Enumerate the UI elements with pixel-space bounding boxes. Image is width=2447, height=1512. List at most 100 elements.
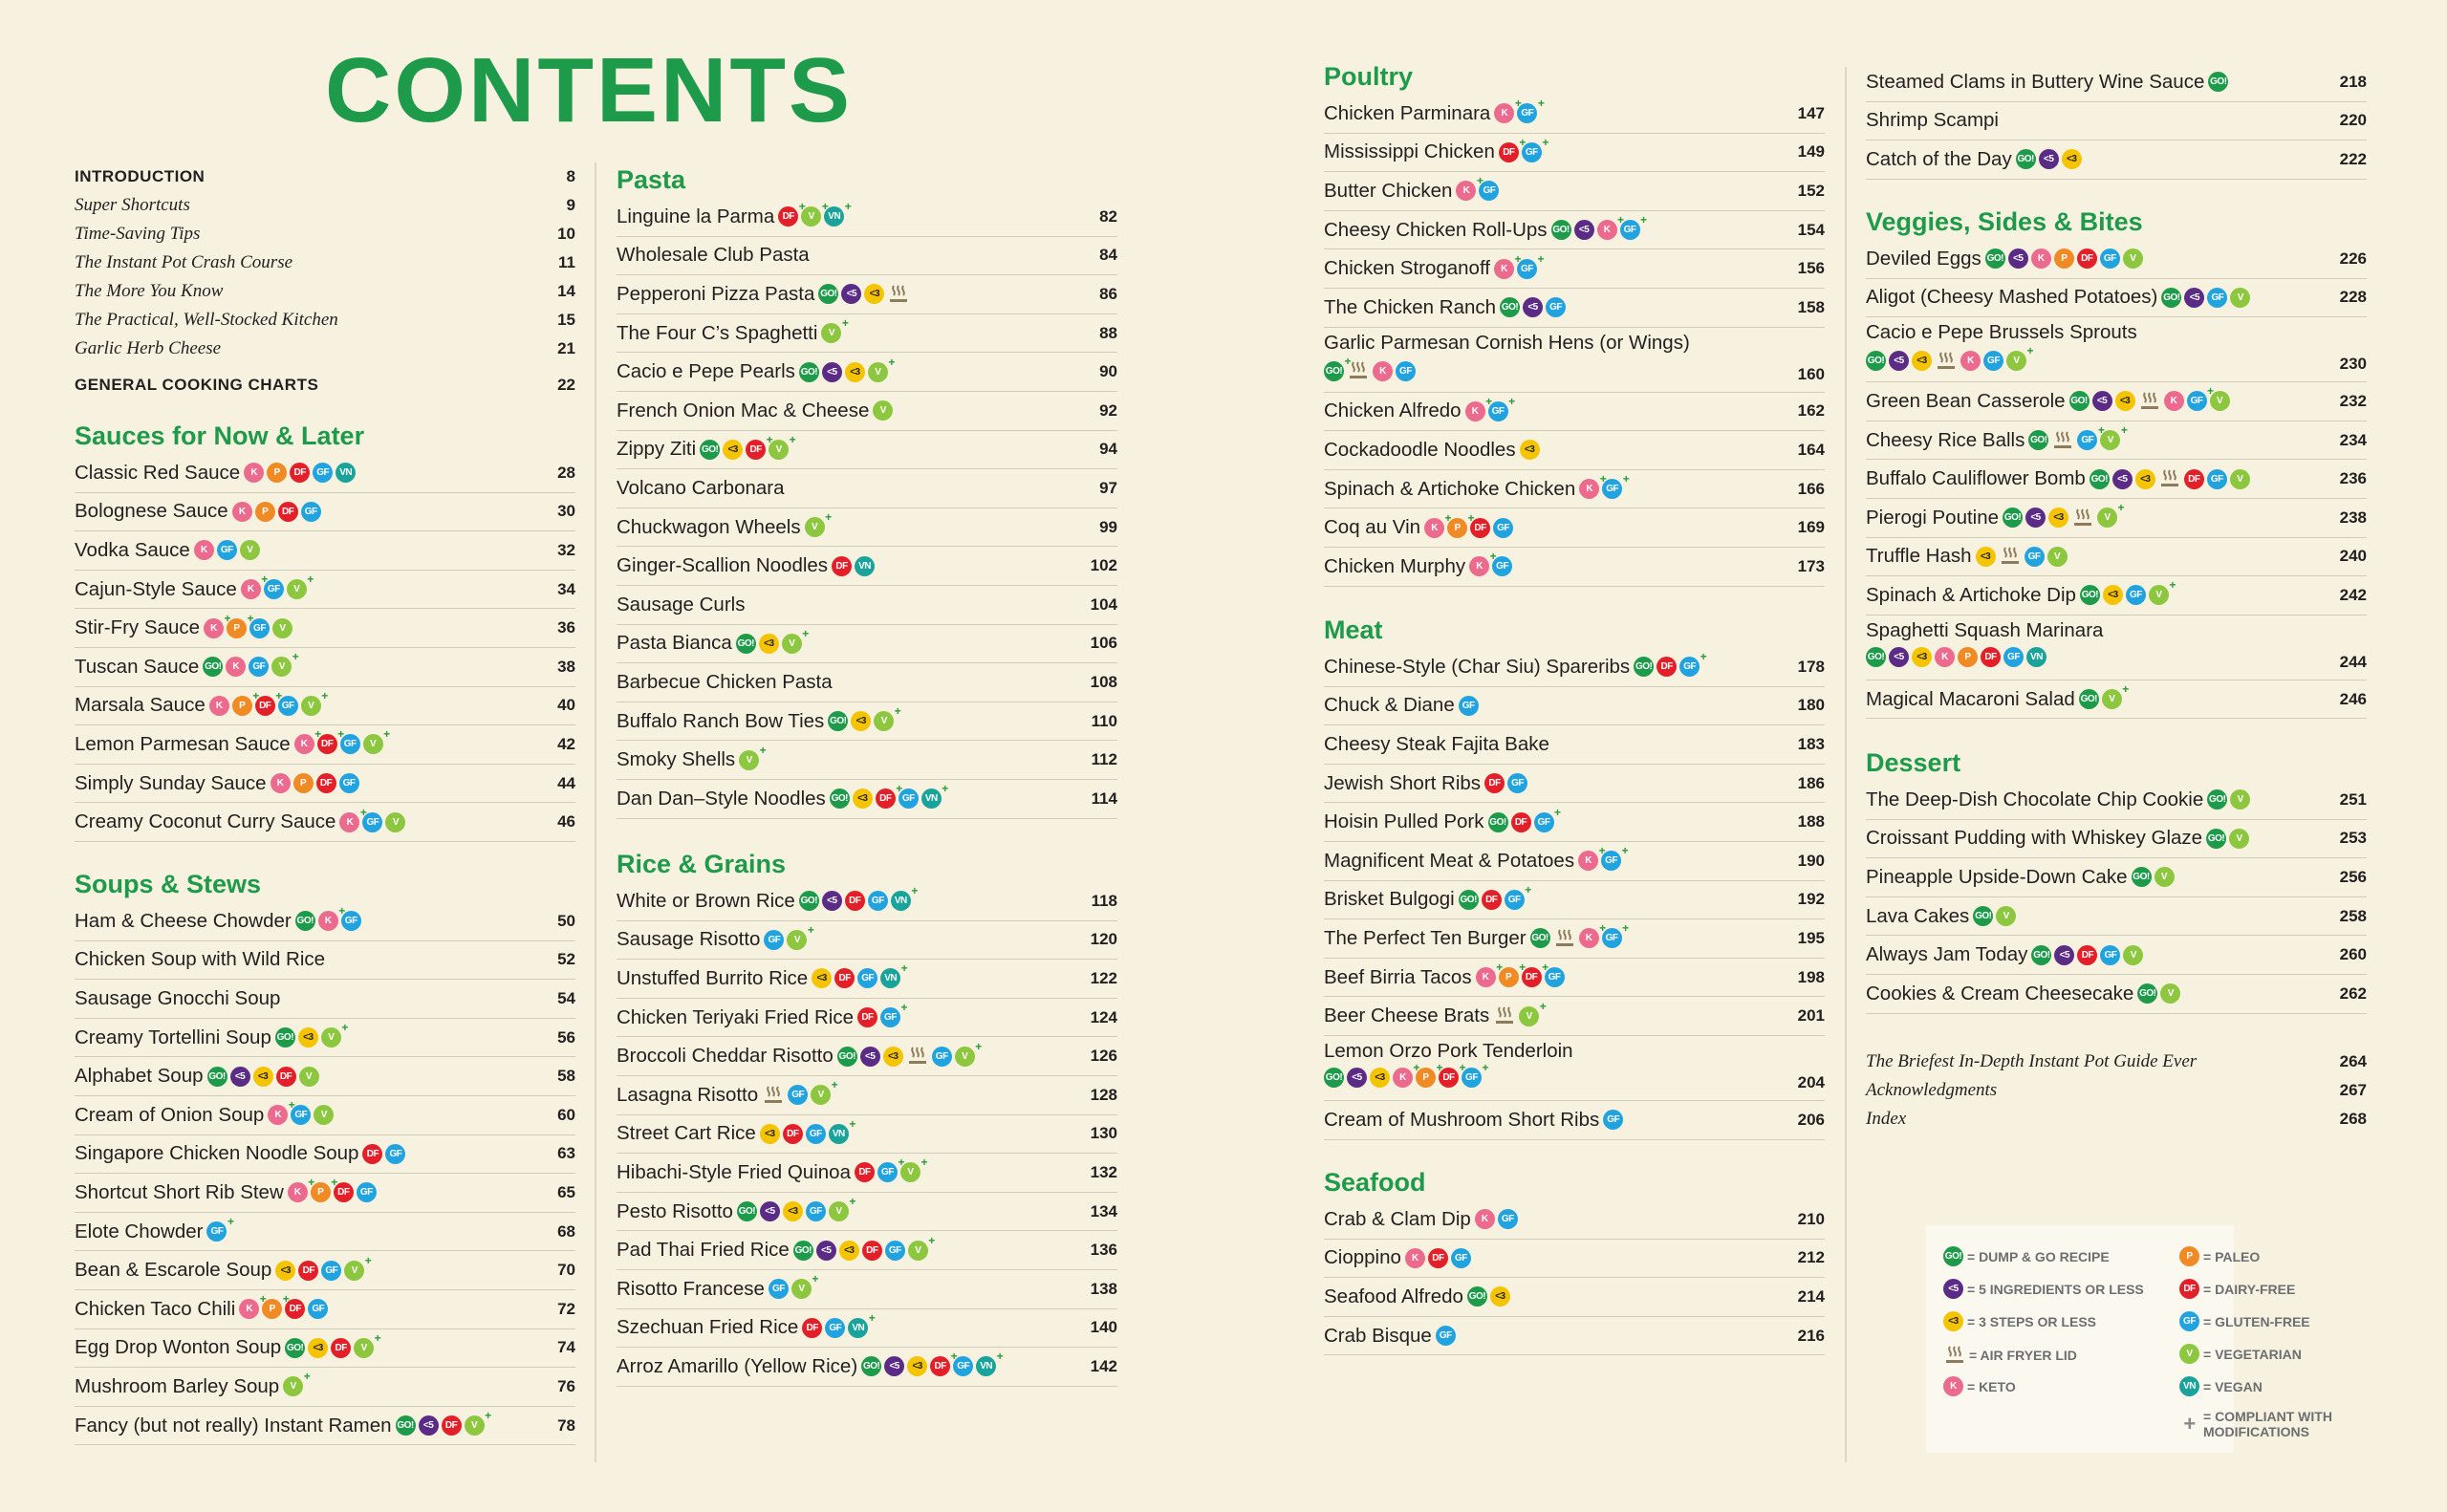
recipe-entry[interactable]: Spinach & Artichoke ChickenKGF 166: [1324, 470, 1825, 509]
toc-entry[interactable]: Garlic Herb Cheese 21: [75, 335, 575, 363]
recipe-entry[interactable]: Cheesy Steak Fajita Bake 183: [1324, 725, 1825, 765]
recipe-entry[interactable]: Hibachi-Style Fried QuinoaDFGFV 132: [617, 1154, 1117, 1193]
recipe-entry[interactable]: Steamed Clams in Buttery Wine Sauce GO! 21…: [1866, 63, 2367, 102]
toc-entry[interactable]: Time-Saving Tips 10: [75, 220, 575, 248]
recipe-entry[interactable]: French Onion Mac & Cheese V 92: [617, 392, 1117, 431]
recipe-entry[interactable]: Chinese-Style (Char Siu) Spareribs GO! DF G…: [1324, 648, 1825, 687]
recipe-entry[interactable]: Always Jam Today GO! <5 DF GF V 260: [1866, 936, 2367, 975]
recipe-entry[interactable]: Pepperoni Pizza Pasta GO! <5 <3 86: [617, 275, 1117, 314]
recipe-entry[interactable]: Wholesale Club Pasta 84: [617, 237, 1117, 276]
recipe-entry[interactable]: Simply Sunday Sauce K P DF GF 44: [75, 765, 575, 804]
recipe-entry[interactable]: Deviled Eggs GO! <5 K P DF GF V 226: [1866, 240, 2367, 279]
recipe-entry[interactable]: Alphabet Soup GO! <5 <3 DF V 58: [75, 1057, 575, 1096]
recipe-entry[interactable]: Cacio e Pepe Brussels Sprouts GO! <5 <3 K GF V…: [1866, 317, 2367, 383]
recipe-entry[interactable]: Catch of the Day GO! <5 <3 222: [1866, 140, 2367, 180]
recipe-entry[interactable]: Chicken StroganoffKGF 156: [1324, 249, 1825, 289]
recipe-entry[interactable]: Vodka Sauce K GF V 32: [75, 531, 575, 571]
recipe-entry[interactable]: The Deep-Dish Chocolate Chip Cookie GO! V 2…: [1866, 781, 2367, 820]
recipe-entry[interactable]: Cream of Onion SoupKGFV 60: [75, 1096, 575, 1135]
recipe-entry[interactable]: The Chicken Ranch GO! <5 GF 158: [1324, 289, 1825, 328]
recipe-entry[interactable]: Stir-Fry SauceKPGFV 36: [75, 609, 575, 648]
recipe-entry[interactable]: Pineapple Upside-Down Cake GO! V 256: [1866, 858, 2367, 897]
recipe-entry[interactable]: Shortcut Short Rib StewKPDFGF 65: [75, 1174, 575, 1213]
toc-entry[interactable]: GENERAL COOKING CHARTS 22: [75, 371, 575, 400]
recipe-entry[interactable]: Singapore Chicken Noodle Soup DF GF 63: [75, 1135, 575, 1175]
recipe-entry[interactable]: Volcano Carbonara 97: [617, 469, 1117, 508]
recipe-entry[interactable]: Chicken AlfredoKGF 162: [1324, 393, 1825, 432]
recipe-entry[interactable]: Lemon Orzo Pork TenderloinGO!<5<3KPDFGF2…: [1324, 1036, 1825, 1101]
recipe-entry[interactable]: Coq au VinKPDFGF 169: [1324, 508, 1825, 548]
recipe-entry[interactable]: Cream of Mushroom Short Ribs GF 206: [1324, 1101, 1825, 1140]
recipe-entry[interactable]: Lemon Parmesan SauceKDFGFV 42: [75, 725, 575, 765]
recipe-entry[interactable]: Linguine la ParmaDFVVN 82: [617, 198, 1117, 237]
recipe-entry[interactable]: Fancy (but not really) Instant Ramen GO! <…: [75, 1407, 575, 1446]
recipe-entry[interactable]: Crab & Clam Dip K GF 210: [1324, 1200, 1825, 1240]
toc-entry[interactable]: Index 268: [1866, 1105, 2367, 1134]
recipe-entry[interactable]: Cockadoodle Noodles <3 164: [1324, 431, 1825, 470]
recipe-entry[interactable]: Mississippi ChickenDFGF 149: [1324, 134, 1825, 173]
recipe-entry[interactable]: Arroz Amarillo (Yellow Rice)GO!<5<3DFGFV…: [617, 1348, 1117, 1387]
recipe-entry[interactable]: Garlic Parmesan Cornish Hens (or Wings) G…: [1324, 328, 1825, 393]
recipe-entry[interactable]: Aligot (Cheesy Mashed Potatoes) GO! <5 GF V 2…: [1866, 279, 2367, 318]
recipe-entry[interactable]: Beef Birria TacosKPDFGF 198: [1324, 959, 1825, 998]
recipe-entry[interactable]: Lasagna RisottoGFV128: [617, 1076, 1117, 1115]
recipe-entry[interactable]: Seafood Alfredo GO! <3 214: [1324, 1278, 1825, 1317]
recipe-entry[interactable]: Butter ChickenKGF 152: [1324, 172, 1825, 211]
recipe-entry[interactable]: Lava Cakes GO! V 258: [1866, 897, 2367, 937]
recipe-entry[interactable]: Classic Red Sauce K P DF GF VN 28: [75, 454, 575, 493]
recipe-entry[interactable]: Crab Bisque GF 216: [1324, 1317, 1825, 1356]
recipe-entry[interactable]: Barbecue Chicken Pasta 108: [617, 663, 1117, 702]
recipe-entry[interactable]: Buffalo Cauliflower Bomb GO! <5 <3 DF GF V 236: [1866, 460, 2367, 499]
recipe-entry[interactable]: Sausage Curls 104: [617, 586, 1117, 625]
recipe-entry[interactable]: Cioppino K DF GF 212: [1324, 1240, 1825, 1279]
recipe-entry[interactable]: Ginger-Scallion Noodles DF VN 102: [617, 547, 1117, 586]
recipe-entry[interactable]: Chicken Soup with Wild Rice 52: [75, 941, 575, 981]
recipe-entry[interactable]: Truffle Hash <3 GF V 240: [1866, 538, 2367, 577]
toc-entry[interactable]: Acknowledgments 267: [1866, 1076, 2367, 1105]
recipe-entry[interactable]: Chicken MurphyKGF 173: [1324, 548, 1825, 587]
recipe-entry[interactable]: Chicken Taco ChiliKPDFGF 72: [75, 1290, 575, 1329]
toc-entry[interactable]: INTRODUCTION 8: [75, 162, 575, 191]
recipe-entry[interactable]: Spaghetti Squash Marinara GO! <5 <3 K P DF GF VN…: [1866, 616, 2367, 680]
recipe-entry[interactable]: Chuck & Diane GF 180: [1324, 687, 1825, 726]
toc-entry[interactable]: The Briefest In-Depth Instant Pot Guide …: [1866, 1048, 2367, 1076]
recipe-entry[interactable]: Sausage Gnocchi Soup 54: [75, 980, 575, 1019]
recipe-entry[interactable]: Magnificent Meat & PotatoesKGF 190: [1324, 842, 1825, 881]
recipe-entry[interactable]: Croissant Pudding with Whiskey Glaze GO! V…: [1866, 820, 2367, 859]
recipe-entry[interactable]: Bolognese Sauce K P DF GF 30: [75, 493, 575, 532]
toc-entry[interactable]: The Instant Pot Crash Course 11: [75, 248, 575, 277]
